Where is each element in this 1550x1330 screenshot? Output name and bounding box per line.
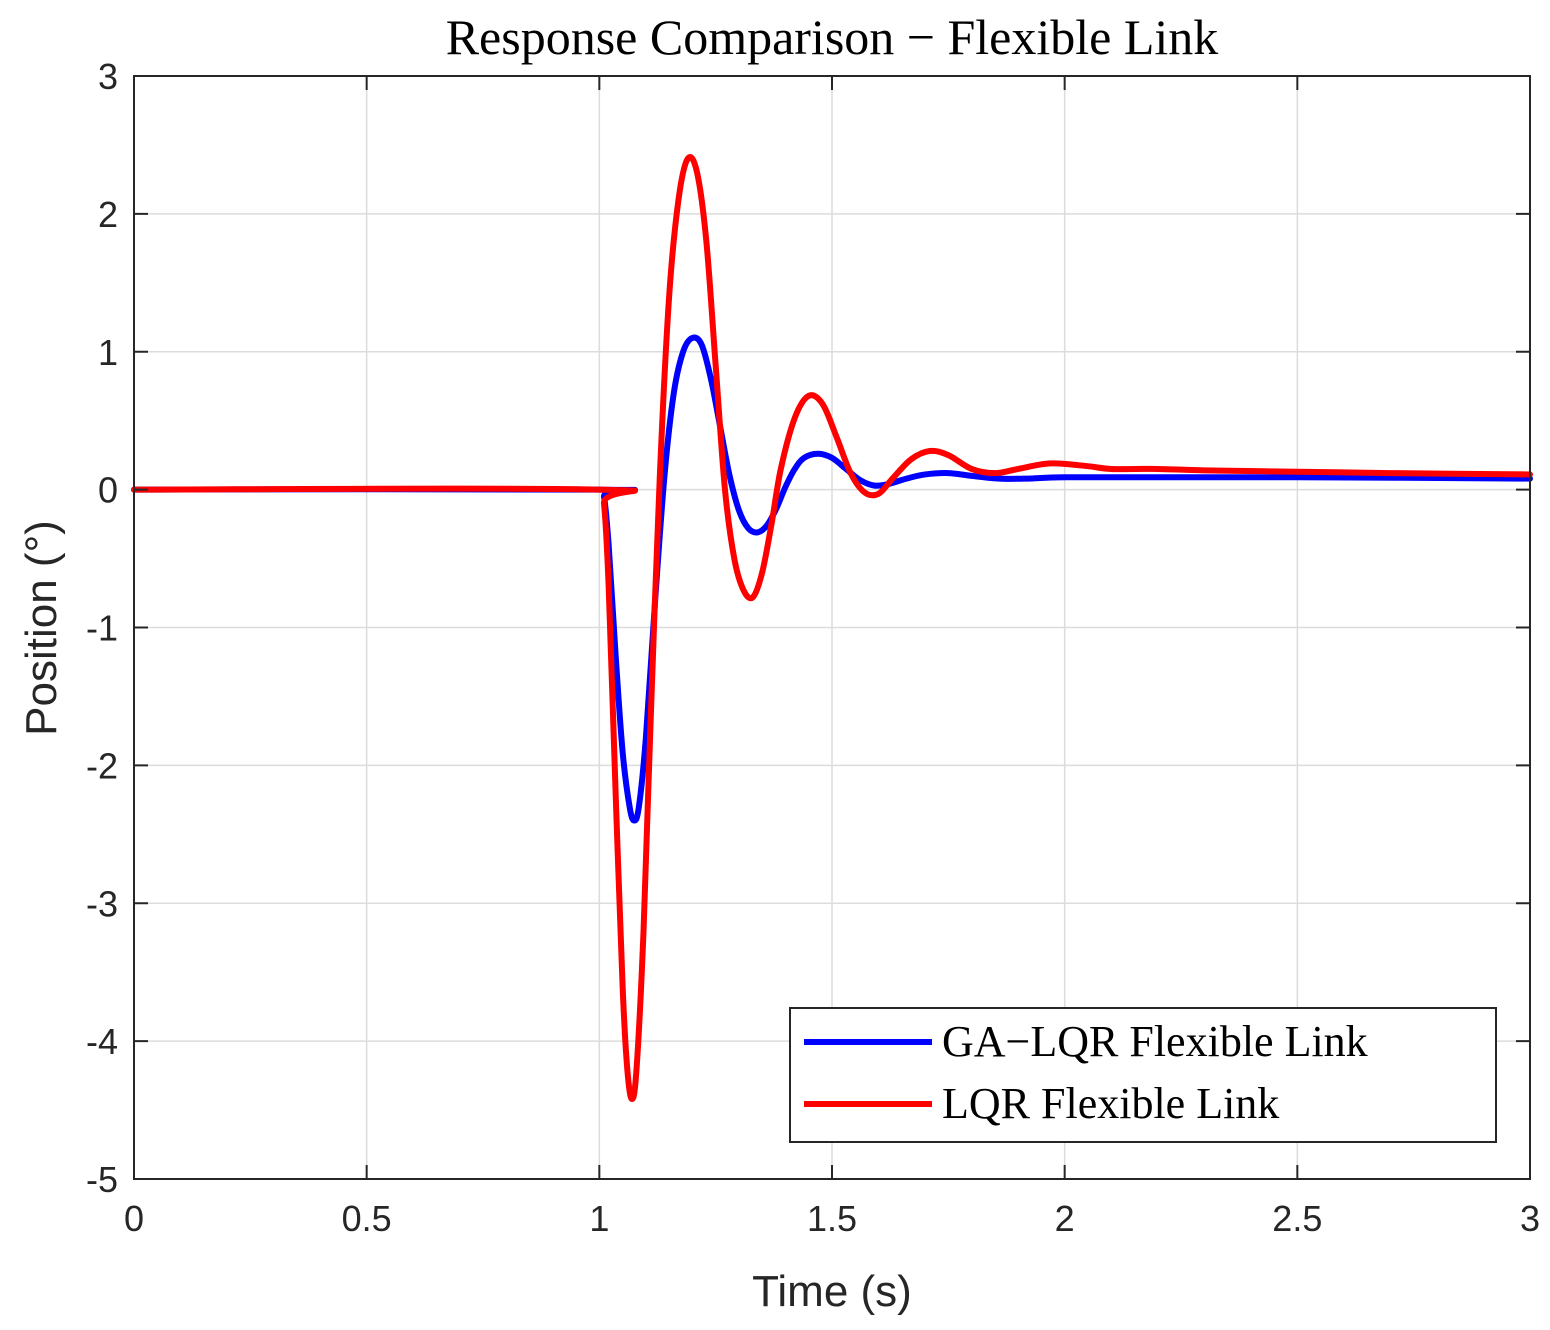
legend-label-lqr: LQR Flexible Link	[942, 1079, 1279, 1128]
legend-label-ga-lqr: GA−LQR Flexible Link	[942, 1017, 1368, 1066]
series-lines	[131, 154, 1533, 1103]
x-tick-label: 1	[589, 1198, 609, 1239]
legend-box	[789, 1007, 1497, 1143]
series-line-lqr	[131, 154, 1533, 1103]
y-tick-label: -2	[86, 745, 118, 786]
chart-title: Response Comparison − Flexible Link	[446, 9, 1219, 65]
x-tick-labels: 0 0.5 1 1.5 2 2.5 3	[124, 1198, 1540, 1239]
x-tick-label: 2	[1055, 1198, 1075, 1239]
x-tick-label: 0.5	[342, 1198, 392, 1239]
y-tick-label: 2	[98, 194, 118, 235]
x-axis-label: Time (s)	[752, 1267, 912, 1316]
y-tick-label: 3	[98, 56, 118, 97]
series-line-ga-lqr	[131, 334, 1533, 824]
y-tick-labels: 3 2 1 0 -1 -2 -3 -4 -5	[86, 56, 118, 1200]
x-tick-label: 2.5	[1272, 1198, 1322, 1239]
tick-marks	[133, 75, 1531, 1180]
y-tick-label: 1	[98, 332, 118, 373]
x-tick-label: 1.5	[807, 1198, 857, 1239]
y-tick-label: -5	[86, 1159, 118, 1200]
y-axis-label: Position (°)	[17, 520, 66, 736]
y-tick-label: -4	[86, 1021, 118, 1062]
x-tick-label: 3	[1520, 1198, 1540, 1239]
legend: GA−LQR Flexible Link LQR Flexible Link	[789, 1007, 1497, 1143]
y-tick-label: -3	[86, 883, 118, 924]
x-tick-label: 0	[124, 1198, 144, 1239]
y-tick-label: -1	[86, 608, 118, 649]
y-tick-label: 0	[98, 470, 118, 511]
